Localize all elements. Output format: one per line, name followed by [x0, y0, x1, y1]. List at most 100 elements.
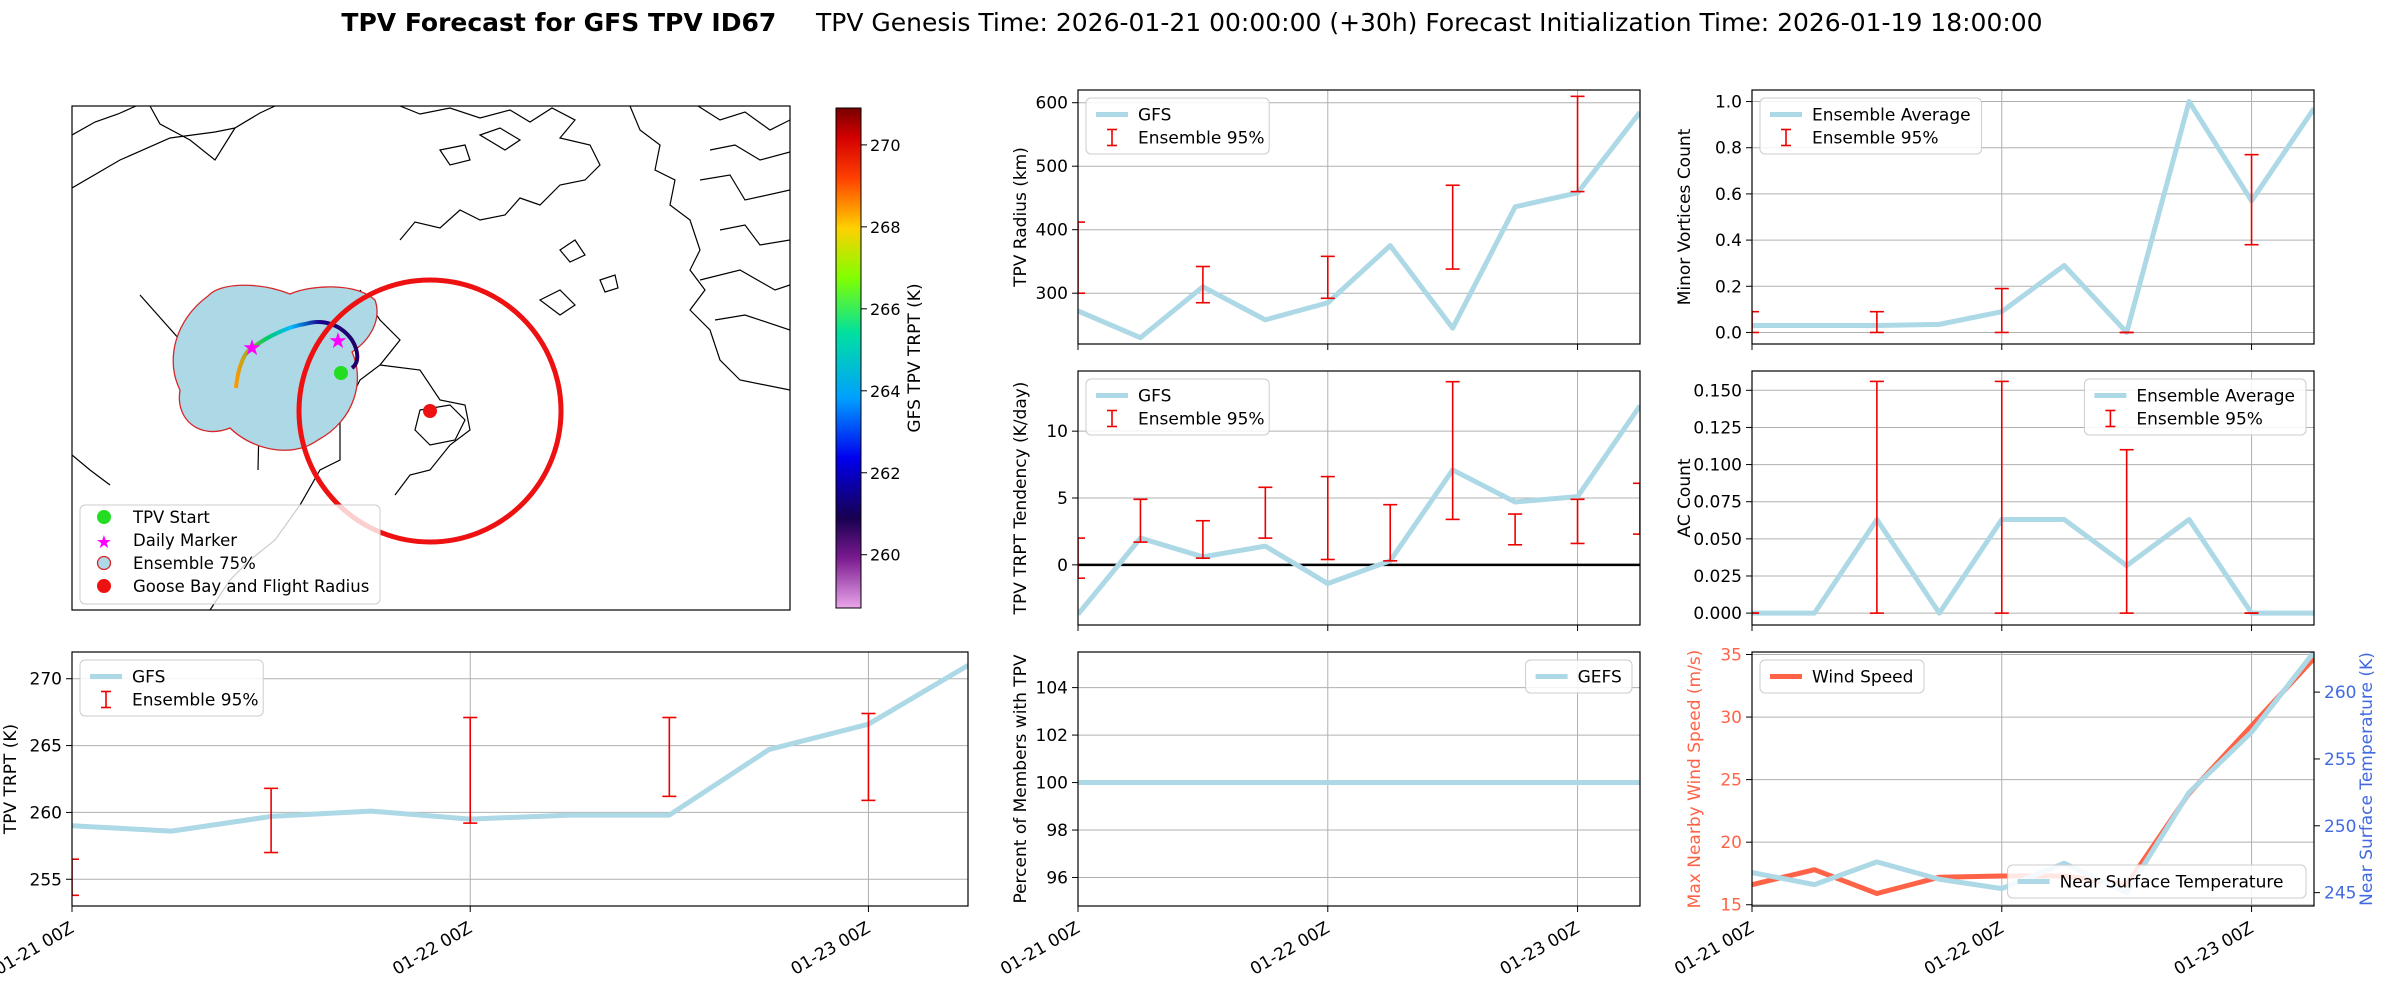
y-axis-label: Max Nearby Wind Speed (m/s) — [1685, 650, 1705, 909]
goose-bay-marker — [423, 404, 437, 418]
legend-label: Ensemble Average — [1812, 106, 1971, 126]
y-tick-label: 0.025 — [1693, 567, 1742, 587]
y-tick-label: 0.4 — [1715, 231, 1742, 251]
tpv-track — [234, 320, 360, 389]
y-tick-label: 104 — [1036, 679, 1068, 699]
y-right-tick-label: 260 — [2324, 683, 2356, 703]
legend-start-icon — [97, 510, 111, 524]
legend-frame — [1525, 659, 1633, 694]
y-tick-label: 20 — [1720, 833, 1742, 853]
tpv-start-marker — [334, 366, 348, 380]
legend-frame — [1759, 659, 1925, 694]
chart-wind: 15 20 25 30 35 01-21 00Z 01-22 00Z 01-23 00Z Max… — [1671, 646, 2377, 980]
figure-title: TPV Forecast for GFS TPV ID67 TPV Genesi… — [341, 8, 2042, 37]
y-tick-label: 260 — [30, 803, 62, 823]
y-tick-label: 0.100 — [1693, 456, 1742, 476]
series-layer — [1078, 380, 1640, 616]
chart-ac: 0.000 0.025 0.050 0.075 0.100 0.125 0.150 AC Co… — [1675, 370, 2315, 631]
colorbar-tick-label: 270 — [870, 136, 901, 155]
x-tick-label: 01-21 00Z — [1671, 918, 1757, 979]
legend-label: Ensemble Average — [2136, 387, 2295, 407]
legend-frame — [79, 659, 264, 717]
y-tick-label: 265 — [30, 737, 62, 757]
colorbar-tick-label: 260 — [870, 546, 901, 565]
daily-marker-2: ★ — [328, 329, 348, 354]
legend-frame — [1759, 97, 1983, 155]
legend-label: GFS — [1138, 387, 1171, 407]
legend-frame — [1085, 378, 1270, 436]
series-line-gfs — [1078, 110, 1640, 341]
x-tick-label: 01-21 00Z — [997, 918, 1083, 979]
series-layer — [1752, 99, 2314, 335]
y-tick-label: 0.075 — [1693, 493, 1742, 513]
y-tick-label: 0 — [1057, 556, 1068, 576]
x-tick-label: 01-22 00Z — [1247, 918, 1333, 979]
plot-frame — [1077, 370, 1641, 626]
plot-area — [1752, 652, 2314, 906]
y-tick-label: 270 — [30, 670, 62, 690]
y-tick-label: 0.125 — [1693, 418, 1742, 438]
y-tick-label: 35 — [1720, 646, 1742, 666]
legend-label: Ensemble 95% — [132, 691, 259, 711]
chart-tendency: 0 5 10 TPV TRPT Tendency (K/day) GFS Ensemble… — [1011, 370, 1641, 631]
y-axis-label: Minor Vortices Count — [1675, 128, 1695, 305]
series-line-ensemble-average — [1752, 517, 2314, 616]
series-layer — [1752, 380, 2314, 616]
chart-legend: GFS Ensemble 95% — [79, 659, 264, 717]
plot-frame — [1751, 370, 2315, 626]
y-tick-label: 100 — [1036, 774, 1068, 794]
y-tick-label: 10 — [1046, 422, 1068, 442]
y-axis-label: TPV TRPT (K) — [1, 724, 21, 835]
y-tick-label: 600 — [1036, 94, 1068, 114]
chart-radius: 300 400 500 600 TPV Radius (km) GFS Ensemble 9… — [1011, 89, 1641, 350]
legend-label: Ensemble 95% — [1812, 129, 1939, 149]
legend-frame — [1085, 97, 1270, 155]
plot-frame — [71, 651, 969, 907]
chart-minor: 0.0 0.2 0.4 0.6 0.8 1.0 Minor Vortices Count En… — [1675, 89, 2315, 350]
y-tick-label: 400 — [1036, 221, 1068, 241]
legend-label: GFS — [1138, 106, 1171, 126]
series-layer — [72, 663, 968, 897]
chart-legend: GFS Ensemble 95% — [1085, 97, 1270, 155]
legend-frame — [2007, 864, 2307, 899]
map-legend-1: Daily Marker — [133, 531, 237, 550]
map-panel: ★ ★ TPV Start ★ Daily Marker Ensemble 75… — [71, 105, 925, 611]
colorbar-tick-label: 266 — [870, 300, 901, 319]
series-line-gfs — [1078, 404, 1640, 616]
chart-percent: 96 98 100 102 104 01-21 00Z 01-22 00Z 01-23 00Z… — [997, 651, 1641, 980]
legend-star-icon: ★ — [96, 532, 112, 553]
colorbar-ticks: 260 262 264 266 268 270 — [861, 136, 901, 565]
legend-goose-icon — [97, 579, 111, 593]
y-right-tick-label: 255 — [2324, 750, 2356, 770]
map-legend-0: TPV Start — [132, 508, 210, 527]
legend-ensemble-icon — [96, 555, 112, 571]
y-tick-label: 0.0 — [1715, 323, 1742, 343]
y-tick-label: 1.0 — [1715, 93, 1742, 113]
y-tick-label: 15 — [1720, 896, 1742, 916]
plot-frame — [1751, 89, 2315, 345]
legend-label: Ensemble 95% — [2136, 410, 2263, 430]
y-tick-label: 102 — [1036, 726, 1068, 746]
x-tick-label: 01-22 00Z — [1921, 918, 2007, 979]
map-legend: TPV Start ★ Daily Marker Ensemble 75% Go… — [79, 504, 381, 605]
map-legend-2: Ensemble 75% — [133, 554, 256, 573]
colorbar-tick-label: 264 — [870, 382, 901, 401]
y-tick-label: 5 — [1057, 489, 1068, 509]
y-axis-label: Percent of Members with TPV — [1011, 654, 1031, 903]
y-axis-label: TPV TRPT Tendency (K/day) — [1011, 382, 1031, 616]
legend-label: GEFS — [1578, 668, 1622, 688]
x-tick-label: 01-23 00Z — [788, 918, 874, 979]
figure-title-rest: TPV Genesis Time: 2026-01-21 00:00:00 (+… — [815, 8, 2043, 37]
colorbar-label: GFS TPV TRPT (K) — [905, 283, 925, 432]
legend-frame — [2083, 378, 2307, 436]
legend-label: Near Surface Temperature — [2060, 873, 2284, 893]
chart-legend: Wind Speed — [1759, 659, 1925, 694]
legend-label: GFS — [132, 668, 165, 688]
plot-frame — [1751, 651, 2315, 907]
ensemble-75-region — [172, 284, 378, 451]
chart-legend: Ensemble Average Ensemble 95% — [2083, 378, 2307, 436]
legend-label: Ensemble 95% — [1138, 410, 1265, 430]
y-tick-label: 30 — [1720, 708, 1742, 728]
